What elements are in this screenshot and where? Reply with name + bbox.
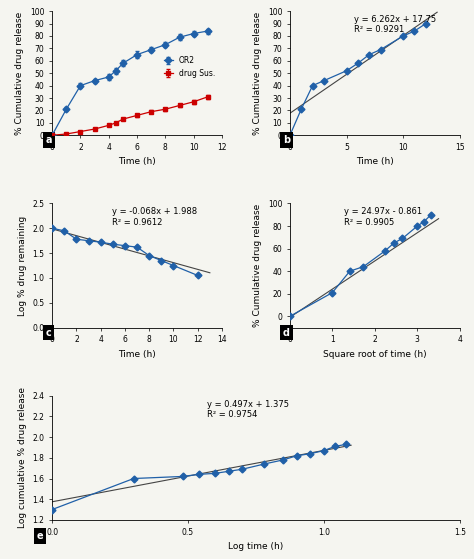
Y-axis label: % Cumulative drug release: % Cumulative drug release: [253, 12, 262, 135]
Legend: OR2, drug Sus.: OR2, drug Sus.: [161, 53, 218, 81]
Text: b: b: [283, 135, 290, 145]
X-axis label: Time (h): Time (h): [118, 158, 156, 167]
Text: y = 6.262x + 17.75
R² = 0.9291: y = 6.262x + 17.75 R² = 0.9291: [355, 15, 437, 34]
Text: c: c: [46, 328, 52, 338]
Y-axis label: % Cumulative drug release: % Cumulative drug release: [16, 12, 25, 135]
X-axis label: Time (h): Time (h): [118, 350, 156, 359]
X-axis label: Time (h): Time (h): [356, 158, 394, 167]
X-axis label: Log time (h): Log time (h): [228, 542, 283, 551]
Y-axis label: Log cumulative % drug release: Log cumulative % drug release: [18, 387, 27, 528]
Text: y = 0.497x + 1.375
R² = 0.9754: y = 0.497x + 1.375 R² = 0.9754: [207, 400, 289, 419]
Text: a: a: [46, 135, 52, 145]
Y-axis label: % Cumulative drug release: % Cumulative drug release: [253, 204, 262, 327]
Text: e: e: [36, 531, 43, 541]
Text: d: d: [283, 328, 290, 338]
Y-axis label: Log % drug remaining: Log % drug remaining: [18, 215, 27, 316]
Text: y = -0.068x + 1.988
R² = 0.9612: y = -0.068x + 1.988 R² = 0.9612: [111, 207, 197, 226]
Text: y = 24.97x - 0.861
R² = 0.9905: y = 24.97x - 0.861 R² = 0.9905: [344, 207, 422, 226]
X-axis label: Square root of time (h): Square root of time (h): [323, 350, 427, 359]
